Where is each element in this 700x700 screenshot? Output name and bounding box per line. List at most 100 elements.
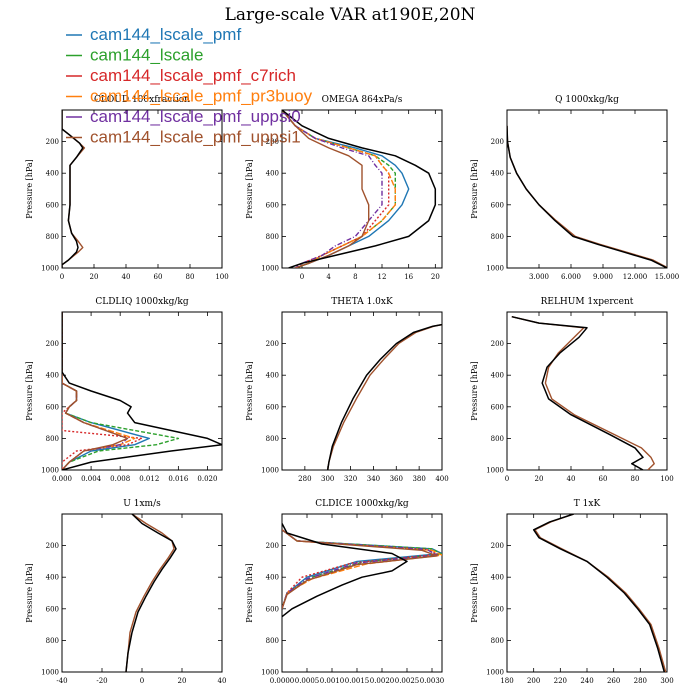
y-tick-label: 800	[491, 637, 504, 645]
legend-label: cam144_lscale	[90, 46, 203, 65]
panel-title: T 1xK	[574, 499, 601, 509]
y-tick-label: 600	[491, 403, 504, 411]
x-tick-label: 0.0005	[295, 677, 320, 685]
x-tick-label: 40	[122, 273, 131, 281]
series-line-0	[534, 514, 667, 672]
x-tick-label: 0.008	[110, 475, 130, 483]
x-tick-label: 0.0030	[420, 677, 445, 685]
x-tick-label: 300	[321, 475, 334, 483]
panel-title: Q 1000xkg/kg	[555, 95, 619, 105]
y-tick-label: 600	[266, 403, 279, 411]
y-tick-label: 200	[266, 340, 279, 348]
legend-label: cam144_lscale_pmf_uppsi1	[90, 128, 301, 147]
y-tick-label: 800	[266, 637, 279, 645]
y-tick-label: 1000	[41, 467, 59, 475]
legend-label: cam144_lscale_pmf	[90, 25, 241, 44]
x-tick-label: 280	[634, 677, 647, 685]
plot-frame	[61, 109, 223, 269]
x-tick-label: 0.0025	[395, 677, 420, 685]
series-lines	[282, 110, 437, 268]
x-tick-label: 240	[580, 677, 593, 685]
x-tick-label: 80	[631, 475, 640, 483]
x-tick-label: 180	[500, 677, 513, 685]
x-tick-label: 60	[599, 475, 608, 483]
y-tick-label: 800	[266, 435, 279, 443]
y-tick-label: 800	[491, 435, 504, 443]
y-tick-label: 800	[491, 233, 504, 241]
y-tick-label: 400	[266, 372, 279, 380]
panel-2: Q 1000xkg/kg 200 400 600 800 1000 Pressure [hP…	[470, 95, 679, 281]
x-tick-label: 260	[607, 677, 620, 685]
x-tick-label: 380	[412, 475, 425, 483]
x-tick-label: 20	[431, 273, 440, 281]
control-line	[62, 110, 84, 268]
y-tick-label: 1000	[41, 669, 59, 677]
x-tick-label: 400	[435, 475, 448, 483]
x-tick-label: 80	[186, 273, 195, 281]
x-tick-label: 0.004	[81, 475, 102, 483]
series-line-0	[62, 110, 86, 268]
y-tick-label: 600	[266, 201, 279, 209]
panel-0: CLOUD 100xfraction2004006008001000Pressu…	[25, 95, 229, 281]
y-tick-label: 600	[491, 201, 504, 209]
x-tick-label: 20	[535, 475, 544, 483]
series-line-4	[62, 312, 129, 470]
series-lines	[125, 514, 177, 672]
y-tick-label: 200	[266, 138, 279, 146]
series-line-5	[62, 312, 129, 470]
y-tick-label: 1000	[486, 467, 504, 475]
figure-title: Large-scale VAR at190E,20N	[225, 5, 476, 25]
y-tick-label: 400	[491, 170, 504, 178]
x-tick-label: 0.0015	[345, 677, 370, 685]
y-tick-label: 1000	[261, 265, 279, 273]
panel-5: RELHUM 1xpercent2004006008001000Pressure…	[470, 297, 674, 483]
y-tick-label: 400	[46, 170, 59, 178]
x-tick-label: 280	[298, 475, 311, 483]
y-tick-label: 400	[46, 372, 59, 380]
y-tick-label: 600	[266, 605, 279, 613]
x-tick-label: 340	[367, 475, 380, 483]
x-tick-label: 0	[300, 273, 304, 281]
x-tick-label: 0.0010	[320, 677, 345, 685]
x-tick-label: 16	[404, 273, 413, 281]
y-tick-label: 800	[46, 435, 59, 443]
panel-title: CLDICE 1000xkg/kg	[315, 499, 409, 509]
series-lines	[62, 312, 222, 470]
x-tick-label: 220	[554, 677, 567, 685]
y-tick-label: 600	[491, 605, 504, 613]
plot-frame	[281, 513, 443, 673]
y-tick-label: 600	[46, 605, 59, 613]
series-line-5	[282, 529, 438, 610]
y-tick-label: 800	[266, 233, 279, 241]
legend-label: cam144_lscale_pmf_c7rich	[90, 66, 296, 85]
x-tick-label: 100	[215, 273, 228, 281]
control-line	[125, 514, 177, 672]
y-tick-label: 200	[491, 542, 504, 550]
y-tick-label: 600	[46, 201, 59, 209]
x-tick-label: 0	[505, 475, 509, 483]
x-tick-label: 0.012	[139, 475, 159, 483]
x-tick-label: 20	[178, 677, 187, 685]
panel-title: THETA 1.0xK	[331, 297, 393, 307]
legend-label: cam144_lscale_pmf_uppsi0	[90, 107, 301, 126]
y-tick-label: 600	[46, 403, 59, 411]
series-lines	[282, 523, 442, 618]
plot-frame	[281, 311, 443, 471]
y-axis-label: Pressure [hPa]	[25, 361, 34, 421]
x-tick-label: 0.016	[168, 475, 189, 483]
plot-frame	[281, 109, 443, 269]
x-tick-label: 8	[353, 273, 357, 281]
plot-frame	[61, 311, 223, 471]
y-tick-label: 800	[46, 233, 59, 241]
y-tick-label: 200	[46, 542, 59, 550]
x-tick-label: 40	[218, 677, 227, 685]
panel-title: U 1xm/s	[123, 499, 161, 509]
series-line-4	[282, 110, 383, 268]
plot-frame	[506, 311, 668, 471]
y-axis-label: Pressure [hPa]	[245, 563, 254, 623]
plot-frame	[506, 109, 668, 269]
series-lines	[532, 514, 667, 672]
x-tick-label: 200	[527, 677, 540, 685]
